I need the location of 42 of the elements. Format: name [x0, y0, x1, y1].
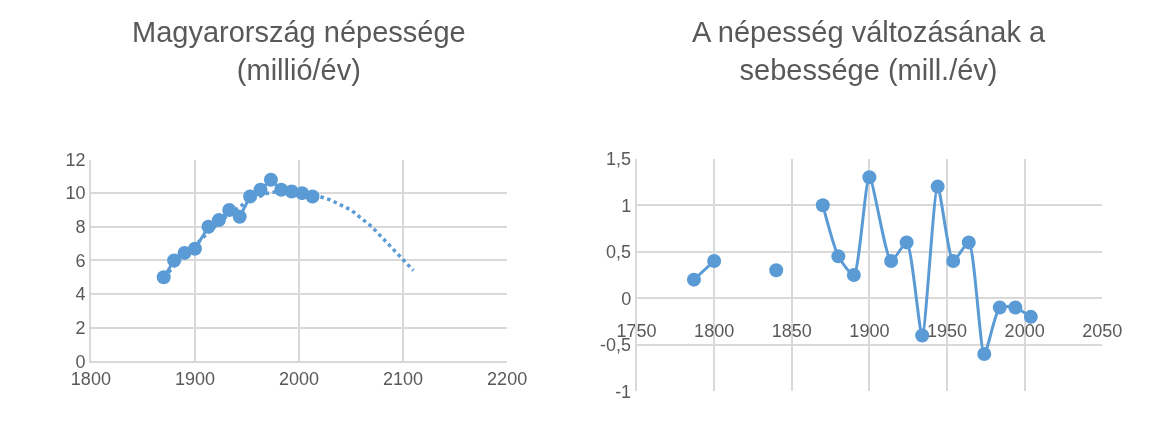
x-tick-label: 2000	[278, 368, 320, 389]
y-tick-label: 0,5	[606, 242, 632, 263]
point	[977, 347, 992, 362]
point	[232, 209, 247, 224]
y-tick-label: 12	[65, 149, 86, 170]
chart-title: Magyarország népessége (millió/év)	[132, 16, 466, 86]
y-tick-label: 2	[75, 318, 86, 339]
point	[930, 179, 945, 194]
point	[899, 235, 914, 250]
x-tick-label: 1900	[849, 320, 890, 341]
point	[946, 254, 961, 269]
x-tick-label: 1950	[926, 320, 968, 341]
point	[686, 272, 701, 287]
x-tick-label: 1900	[174, 368, 215, 389]
point	[769, 263, 784, 278]
point	[992, 300, 1007, 315]
chart-title: A népesség változásának a sebessége (mill./év)	[692, 16, 1046, 86]
x-tick-label: 2200	[487, 368, 528, 389]
point	[707, 254, 722, 269]
x-tick-label: 2050	[1082, 320, 1123, 341]
point	[915, 328, 930, 343]
point	[1008, 300, 1023, 315]
y-tick-label: 1	[621, 195, 632, 216]
y-tick-label: -1	[615, 381, 632, 402]
y-tick-label: 0	[621, 288, 632, 309]
point	[846, 267, 861, 282]
point	[1023, 309, 1038, 324]
y-tick-label: 8	[75, 217, 86, 238]
point	[263, 172, 278, 187]
y-tick-label: 6	[75, 250, 86, 271]
x-tick-label: 1850	[771, 320, 812, 341]
x-tick-label: 2000	[1004, 320, 1045, 341]
point	[831, 249, 846, 264]
x-tick-label: 2100	[383, 368, 424, 389]
point	[884, 254, 899, 269]
y-tick-label: 10	[65, 183, 86, 204]
y-tick-label: 1,5	[606, 149, 632, 170]
y-tick-label: 4	[75, 284, 86, 305]
point	[815, 198, 830, 213]
point	[961, 235, 976, 250]
point	[862, 170, 877, 185]
x-tick-label: 1800	[694, 320, 735, 341]
